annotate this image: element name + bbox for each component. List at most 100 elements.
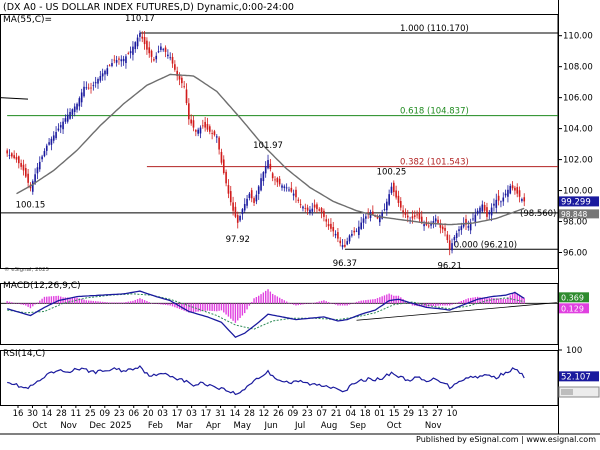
candle-body <box>332 227 335 232</box>
candle-body <box>358 226 360 236</box>
candle-body <box>31 181 34 192</box>
macd-histogram-bar <box>6 301 8 304</box>
candle-body <box>171 56 174 64</box>
scrollbar-track[interactable] <box>558 386 600 398</box>
candle-body <box>278 178 281 185</box>
macd-histogram-bar <box>469 297 472 304</box>
macd-histogram-bar <box>276 296 279 304</box>
candle-body <box>80 92 83 103</box>
macd-histogram-bar <box>162 303 164 305</box>
macd-histogram-bar <box>11 302 13 304</box>
candle-body <box>125 56 127 64</box>
candle-body <box>115 60 118 63</box>
macd-histogram-bar <box>281 298 283 304</box>
macd-histogram-bar <box>318 301 320 304</box>
macd-histogram-bar <box>383 295 386 304</box>
macd-histogram-bar <box>67 297 69 304</box>
macd-histogram-bar <box>97 301 99 304</box>
candle-body <box>446 234 449 241</box>
macd-histogram-bar <box>274 295 276 304</box>
macd-histogram-bar <box>176 303 178 309</box>
time-axis-day-label: 09 <box>287 409 298 419</box>
macd-histogram-bar <box>421 303 423 307</box>
candle-body <box>372 211 374 215</box>
candle-body <box>38 161 41 170</box>
candle-body <box>453 237 456 241</box>
candle-body <box>306 207 309 211</box>
macd-histogram-bar <box>306 303 309 304</box>
macd-histogram-bar <box>39 300 41 304</box>
candle-body <box>490 207 493 216</box>
macd-histogram-bar <box>374 298 376 304</box>
macd-histogram-bar <box>430 303 432 307</box>
candle-body <box>458 229 460 232</box>
candle-body <box>365 216 367 219</box>
macd-histogram-bar <box>376 298 379 304</box>
candle-body <box>434 218 437 222</box>
macd-histogram-bar <box>192 303 195 313</box>
candle-body <box>143 37 146 45</box>
macd-histogram-bar <box>101 301 104 304</box>
macd-histogram-bar <box>299 303 302 305</box>
candle-body <box>141 36 144 39</box>
time-axis-day-label: 28 <box>56 409 67 419</box>
candle-body <box>423 224 425 227</box>
candle-body <box>206 124 209 130</box>
rsi-line <box>7 365 525 396</box>
candle-body <box>197 129 199 134</box>
macd-histogram-bar <box>253 298 255 304</box>
macd-histogram-bar <box>367 299 369 304</box>
macd-histogram-bar <box>297 303 300 306</box>
macd-histogram-bar <box>518 294 521 304</box>
candle-body <box>118 58 120 60</box>
candle-body <box>330 223 332 229</box>
candle-body <box>483 204 486 211</box>
candle-body <box>392 182 395 193</box>
ma-value-tag <box>559 209 599 219</box>
macd-histogram-bar <box>369 299 372 304</box>
macd-histogram-bar <box>269 291 272 304</box>
macd-histogram-bar <box>48 296 50 304</box>
candle-body <box>134 42 137 50</box>
macd-histogram-bar <box>521 296 523 304</box>
candle-body <box>411 216 414 219</box>
candle-body <box>334 233 337 236</box>
time-axis-month-label: Jun <box>264 421 278 431</box>
candle-body <box>467 226 470 228</box>
candle-body <box>309 209 311 213</box>
candle-body <box>111 63 113 67</box>
time-axis: 16 30 14 28 11 25 09 23 06 20 03 17 03 17 31 14 28 12 26 09… <box>0 0 600 435</box>
macd-histogram-bar <box>113 302 116 304</box>
candle-body <box>441 226 444 230</box>
candle-body <box>344 244 346 247</box>
macd-histogram-bar <box>32 303 34 307</box>
candle-body <box>76 103 78 110</box>
candle-body <box>283 186 286 188</box>
time-axis-day-label: 06 <box>128 409 139 419</box>
macd-histogram-bar <box>232 303 234 321</box>
macd-histogram-bar <box>258 295 260 304</box>
last-price-tag <box>559 196 599 207</box>
macd-histogram-bar <box>71 297 74 304</box>
scrollbar-thumb[interactable] <box>561 389 573 395</box>
macd-histogram-bar <box>283 300 286 304</box>
time-axis-day-label: 03 <box>157 409 168 419</box>
candle-body <box>213 131 216 135</box>
candle-body <box>476 210 479 214</box>
time-axis-month-label: Oct <box>387 421 402 431</box>
candle-body <box>8 154 11 156</box>
swing-price-label: 100.15 <box>16 201 46 211</box>
candle-body <box>346 241 349 245</box>
candle-body <box>92 85 95 87</box>
candle-body <box>521 199 523 201</box>
candle-body <box>234 206 237 217</box>
macd-histogram-bar <box>234 303 237 323</box>
candle-body <box>437 219 439 224</box>
candle-body <box>295 189 297 198</box>
candle-body <box>232 202 234 211</box>
candle-body <box>17 156 20 164</box>
candle-body <box>22 164 25 171</box>
macd-histogram-bar <box>143 300 146 304</box>
time-axis-month-label: 2025 <box>110 421 132 431</box>
